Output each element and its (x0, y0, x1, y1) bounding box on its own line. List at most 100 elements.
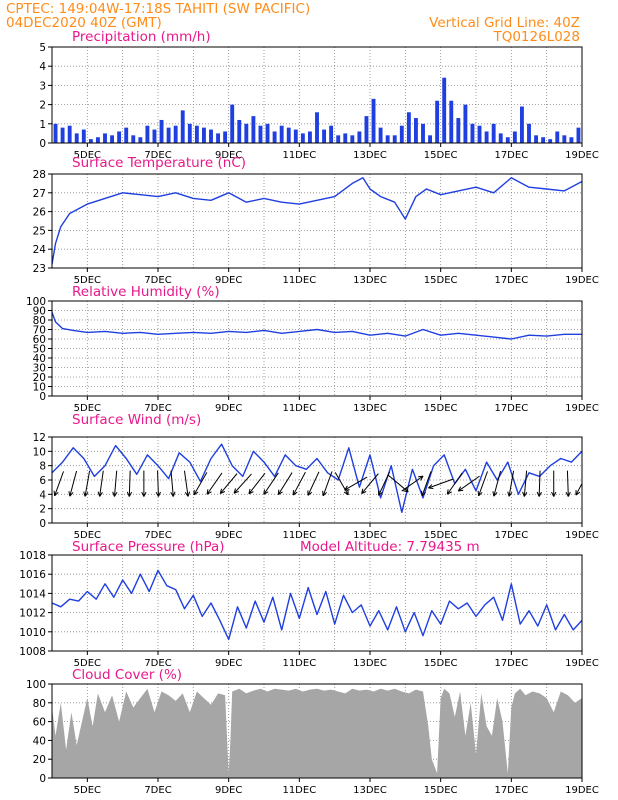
y-tick-label: 50 (33, 344, 46, 356)
wind-arrow (446, 472, 463, 495)
x-tick-label: 5DEC (74, 403, 101, 414)
surface_temperature-frame (51, 173, 583, 269)
wind-arrow (428, 478, 454, 490)
y-tick-label: 28 (33, 169, 46, 181)
x-tick-label: 15DEC (424, 785, 458, 796)
precip-bar (406, 112, 411, 143)
precip-bar (322, 129, 327, 143)
surface_wind-grid (52, 437, 582, 523)
wind-arrow (322, 471, 333, 497)
precip-bar (421, 123, 425, 143)
y-tick-label: 23 (33, 263, 46, 275)
wind-arrow (83, 470, 91, 497)
wind-arrow (378, 471, 391, 496)
precip-bar (364, 116, 369, 143)
precip-bar (399, 125, 404, 143)
precip-bar (251, 116, 256, 143)
y-tick-label: 20 (33, 372, 46, 384)
x-tick-label: 15DEC (424, 150, 458, 161)
x-tick-label: 5DEC (74, 658, 101, 669)
y-tick-label: 20 (33, 754, 46, 766)
precip-bar (258, 125, 263, 143)
precip-bar (428, 135, 433, 143)
wind-arrow (344, 476, 368, 491)
wind-arrows (53, 470, 582, 497)
wind-arrow (507, 470, 515, 497)
wind-arrow (193, 472, 208, 496)
y-tick-label: 2 (39, 100, 46, 112)
y-tick-label: 0 (39, 518, 46, 530)
wind-arrow (97, 470, 104, 497)
wind-arrow (307, 471, 320, 496)
surface_wind-title: Surface Wind (m/s) (72, 412, 201, 428)
y-tick-label: 0 (39, 773, 46, 785)
precip-bar (562, 135, 567, 143)
wind-arrow (565, 470, 571, 497)
relative_humidity-plot (52, 312, 582, 340)
precip-bar (223, 131, 228, 143)
x-tick-label: 11DEC (282, 658, 316, 669)
precip-bar (138, 137, 143, 143)
surface_temperature-plot (52, 177, 582, 265)
x-tick-label: 11DEC (282, 530, 316, 541)
x-tick-label: 13DEC (353, 403, 387, 414)
x-tick-label: 11DEC (282, 275, 316, 286)
wind-arrow (233, 473, 252, 494)
surface_pressure-title: Surface Pressure (hPa) (72, 539, 225, 555)
surface_temperature-grid (52, 174, 582, 268)
cloud-cover-area (52, 688, 582, 778)
precip-bar (173, 125, 178, 143)
x-tick-label: 17DEC (494, 658, 528, 669)
y-tick-label: 4 (39, 61, 46, 73)
precip-bar (145, 125, 150, 143)
y-tick-label: 80 (33, 315, 46, 327)
precip-bar (230, 104, 235, 143)
precip-bar (244, 123, 249, 143)
x-tick-label: 5DEC (74, 275, 101, 286)
relative_humidity-grid (52, 301, 582, 396)
precip-bar (81, 129, 86, 143)
x-tick-label: 19DEC (565, 785, 599, 796)
x-tick-label: 19DEC (565, 275, 599, 286)
x-tick-label: 13DEC (353, 275, 387, 286)
wind-arrow (183, 470, 191, 497)
precip-bar (336, 135, 341, 143)
wind-arrow (155, 470, 161, 497)
x-tick-label: 17DEC (494, 530, 528, 541)
y-tick-label: 5 (39, 42, 46, 54)
x-tick-label: 17DEC (494, 150, 528, 161)
x-tick-label: 13DEC (353, 150, 387, 161)
wind-arrow (575, 482, 582, 496)
x-tick-label: 19DEC (565, 658, 599, 669)
x-tick-label: 19DEC (565, 150, 599, 161)
precip-bar (194, 125, 199, 143)
x-tick-label: 7DEC (144, 150, 171, 161)
precip-bar (385, 135, 390, 143)
wind-arrow (361, 473, 379, 494)
precip-bar (435, 100, 440, 143)
precip-bar (456, 118, 461, 143)
x-tick-label: 5DEC (74, 150, 101, 161)
y-tick-label: 1016 (19, 569, 46, 581)
precip-bar (293, 129, 298, 143)
precip-bar (88, 139, 93, 143)
wind-arrow (477, 471, 488, 497)
precip-bar (300, 133, 305, 143)
surface_temperature-title: Surface Temperature (nC) (72, 155, 246, 171)
precip-bar (201, 127, 206, 143)
x-tick-label: 7DEC (144, 403, 171, 414)
surface_pressure-grid (52, 555, 582, 651)
x-tick-label: 15DEC (424, 403, 458, 414)
x-tick-label: 9DEC (215, 785, 242, 796)
precip-bar (103, 133, 107, 143)
x-tick-label: 9DEC (215, 150, 242, 161)
wind-arrow (263, 472, 279, 495)
x-tick-label: 17DEC (494, 785, 528, 796)
x-tick-label: 9DEC (215, 530, 242, 541)
x-tick-label: 17DEC (494, 275, 528, 286)
surface_wind-plot (52, 443, 582, 513)
y-tick-label: 3 (39, 80, 46, 92)
precip-bar (60, 127, 65, 143)
